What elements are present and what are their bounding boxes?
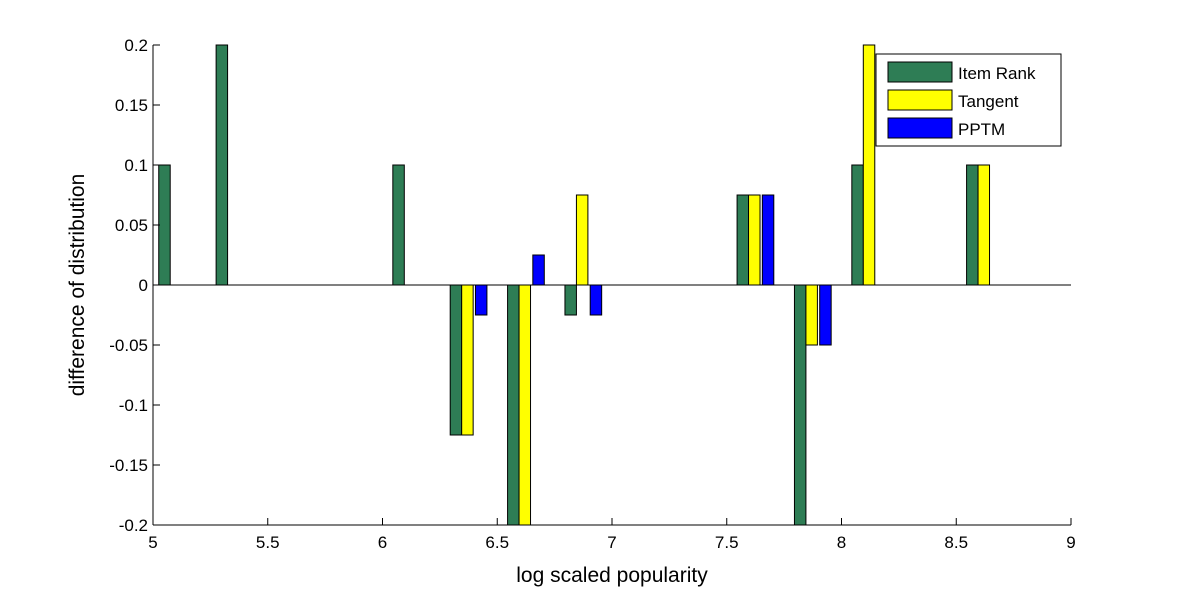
y-tick-label: -0.2 [119, 516, 148, 535]
legend-label: Tangent [958, 92, 1019, 111]
bar [474, 284, 488, 316]
legend-item: PPTM [887, 117, 1005, 139]
x-tick-label: 9 [1066, 533, 1075, 552]
legend-swatch [887, 61, 953, 83]
legend-swatch [887, 89, 953, 111]
legend-item: Item Rank [887, 61, 1036, 83]
y-tick-label: -0.1 [119, 396, 148, 415]
x-tick-label: 6 [378, 533, 387, 552]
x-tick-label: 7 [607, 533, 616, 552]
bar [736, 194, 750, 286]
legend-label: PPTM [958, 120, 1005, 139]
bar [158, 164, 171, 286]
plot-area: 5 5.5 6 6.5 7 7.5 8 8.5 9 -0.2 -0.15 -0.1 -0.05 0 0.0… [109, 36, 1075, 552]
series-tangent [461, 44, 991, 526]
x-tick-label: 8 [837, 533, 846, 552]
y-tick-label: 0.15 [115, 96, 148, 115]
x-tick-label: 8.5 [944, 533, 968, 552]
series-item-rank [158, 44, 979, 526]
x-tick-label: 7.5 [715, 533, 739, 552]
bar [215, 44, 229, 286]
x-tick-label: 6.5 [485, 533, 509, 552]
bars [158, 44, 991, 526]
legend: Item Rank Tangent PPTM [875, 53, 1062, 147]
bar [518, 284, 532, 526]
bar [449, 284, 463, 436]
legend-swatch [887, 117, 953, 139]
bar [851, 164, 864, 286]
y-ticks: -0.2 -0.15 -0.1 -0.05 0 0.05 0.1 0.15 0.2 [109, 36, 160, 535]
bar [589, 284, 603, 316]
x-tick-label: 5 [148, 533, 157, 552]
bar [761, 194, 775, 286]
bar [793, 284, 807, 526]
bar [862, 44, 876, 286]
bar [805, 284, 818, 346]
bar [819, 284, 832, 346]
bar [977, 164, 991, 286]
bar [575, 194, 589, 286]
y-tick-label: -0.05 [109, 336, 148, 355]
bar [564, 284, 577, 316]
bar [507, 284, 520, 526]
y-tick-label: -0.15 [109, 456, 148, 475]
legend-item: Tangent [887, 89, 1019, 111]
y-tick-label: 0.05 [115, 216, 148, 235]
x-axis-title: log scaled popularity [516, 564, 708, 587]
bar [966, 164, 979, 286]
bar [392, 164, 405, 286]
y-axis-title: difference of distribution [66, 174, 89, 397]
y-tick-label: 0.2 [124, 36, 148, 55]
y-tick-label: 0.1 [124, 156, 148, 175]
bar [532, 254, 545, 286]
legend-label: Item Rank [958, 64, 1036, 83]
bar [748, 194, 761, 286]
bar [461, 284, 474, 436]
legend-items: Item Rank Tangent PPTM [887, 61, 1036, 139]
x-tick-label: 5.5 [256, 533, 280, 552]
y-tick-label: 0 [139, 276, 148, 295]
x-ticks: 5 5.5 6 6.5 7 7.5 8 8.5 9 [148, 518, 1076, 552]
